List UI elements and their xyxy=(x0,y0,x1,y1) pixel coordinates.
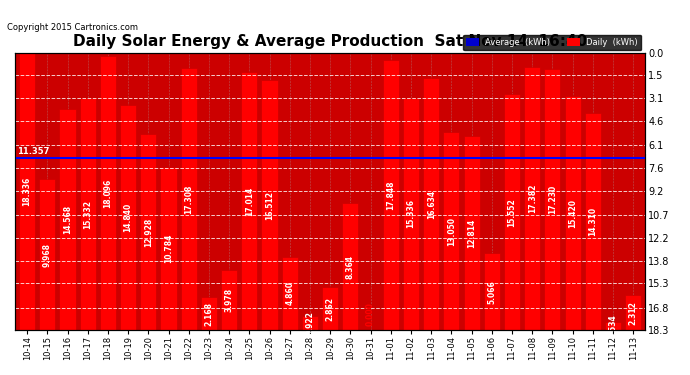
Bar xyxy=(100,56,116,330)
Bar xyxy=(19,52,35,330)
Bar xyxy=(403,98,419,330)
Bar xyxy=(625,295,641,330)
Text: Copyright 2015 Cartronics.com: Copyright 2015 Cartronics.com xyxy=(7,23,138,32)
Bar xyxy=(605,322,621,330)
Text: 0.000: 0.000 xyxy=(366,302,375,326)
Text: 11.357: 11.357 xyxy=(17,147,50,156)
Bar xyxy=(282,256,298,330)
Bar xyxy=(221,270,237,330)
Bar xyxy=(342,203,358,330)
Text: 17.014: 17.014 xyxy=(245,187,254,216)
Bar xyxy=(464,136,480,330)
Bar xyxy=(484,254,500,330)
Bar xyxy=(383,60,399,330)
Bar xyxy=(140,134,157,330)
Text: 2.312: 2.312 xyxy=(629,301,638,325)
Bar xyxy=(161,167,177,330)
Text: 0.534: 0.534 xyxy=(609,314,618,338)
Text: 16.512: 16.512 xyxy=(265,190,274,220)
Bar xyxy=(262,80,277,330)
Text: 4.860: 4.860 xyxy=(285,282,294,306)
Bar xyxy=(120,105,136,330)
Text: 13.050: 13.050 xyxy=(447,217,456,246)
Bar xyxy=(201,297,217,330)
Text: 15.420: 15.420 xyxy=(568,199,577,228)
Text: 12.928: 12.928 xyxy=(144,217,153,247)
Title: Daily Solar Energy & Average Production  Sat Nov 14  16:40: Daily Solar Energy & Average Production … xyxy=(73,34,587,49)
Bar xyxy=(79,98,96,330)
Text: 17.308: 17.308 xyxy=(184,184,193,214)
Text: 17.848: 17.848 xyxy=(386,180,395,210)
Text: 12.814: 12.814 xyxy=(467,219,476,248)
Text: 2.862: 2.862 xyxy=(326,297,335,321)
Text: 11.35?: 11.35? xyxy=(643,147,675,156)
Bar xyxy=(524,67,540,330)
Text: 17.382: 17.382 xyxy=(528,184,537,213)
Text: 16.634: 16.634 xyxy=(426,190,435,219)
Bar xyxy=(564,96,581,330)
Bar xyxy=(544,69,560,330)
Text: 3.978: 3.978 xyxy=(225,288,234,312)
Bar xyxy=(423,78,440,330)
Text: 15.552: 15.552 xyxy=(508,198,517,227)
Text: 2.168: 2.168 xyxy=(204,302,213,326)
Text: 14.568: 14.568 xyxy=(63,205,72,234)
Bar xyxy=(59,109,76,330)
Text: 0.922: 0.922 xyxy=(306,311,315,335)
Text: 14.840: 14.840 xyxy=(124,203,132,232)
Text: 10.784: 10.784 xyxy=(164,234,173,263)
Text: 18.336: 18.336 xyxy=(23,177,32,206)
Text: 14.310: 14.310 xyxy=(589,207,598,236)
Text: 9.968: 9.968 xyxy=(43,243,52,267)
Bar xyxy=(181,68,197,330)
Bar xyxy=(39,179,55,330)
Bar xyxy=(504,94,520,330)
Text: 18.096: 18.096 xyxy=(104,178,112,208)
Bar xyxy=(241,72,257,330)
Text: 15.332: 15.332 xyxy=(83,200,92,228)
Text: 17.230: 17.230 xyxy=(548,185,557,214)
Bar xyxy=(443,132,460,330)
Text: 5.066: 5.066 xyxy=(487,280,496,304)
Legend: Average  (kWh), Daily  (kWh): Average (kWh), Daily (kWh) xyxy=(463,34,641,50)
Bar xyxy=(584,113,601,330)
Bar xyxy=(302,316,318,330)
Text: 15.336: 15.336 xyxy=(406,200,415,228)
Bar xyxy=(322,287,338,330)
Text: 8.364: 8.364 xyxy=(346,255,355,279)
